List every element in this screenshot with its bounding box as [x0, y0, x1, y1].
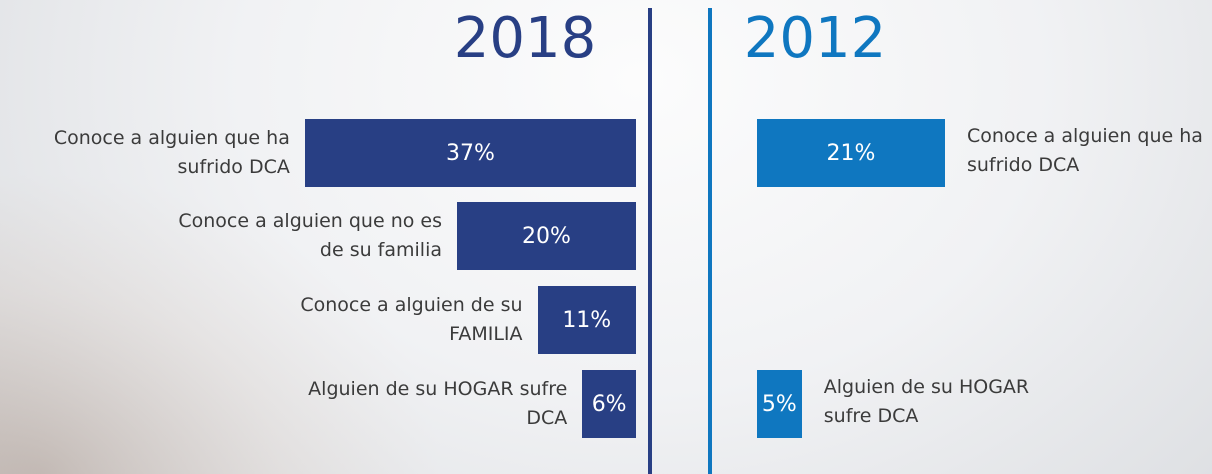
title-2012: 2012 — [743, 6, 887, 71]
bar: 37% — [304, 119, 636, 187]
bar: 20% — [457, 202, 636, 270]
category-label: Conoce a alguien que no es de su familia — [178, 210, 442, 261]
bar: 21% — [757, 119, 945, 187]
value-label: 5% — [761, 391, 797, 417]
bar: 6% — [582, 370, 636, 438]
divider — [648, 8, 652, 474]
divider — [708, 8, 712, 474]
category-label: Conoce a alguien de su FAMILIA — [300, 294, 523, 345]
category-label: Conoce a alguien que ha sufrido DCA — [966, 125, 1203, 176]
value-label: 6% — [591, 391, 627, 417]
category-label: Alguien de su HOGAR sufre DCA — [308, 378, 568, 429]
title-2018: 2018 — [453, 6, 597, 71]
value-label: 37% — [445, 140, 495, 166]
bar: 11% — [537, 286, 636, 354]
value-label: 11% — [562, 307, 612, 333]
category-label: Alguien de su HOGAR sufre DCA — [823, 376, 1030, 427]
bar: 5% — [757, 370, 802, 438]
value-label: 21% — [826, 140, 876, 166]
category-label: Conoce a alguien que ha sufrido DCA — [53, 127, 290, 178]
value-label: 20% — [522, 223, 571, 249]
